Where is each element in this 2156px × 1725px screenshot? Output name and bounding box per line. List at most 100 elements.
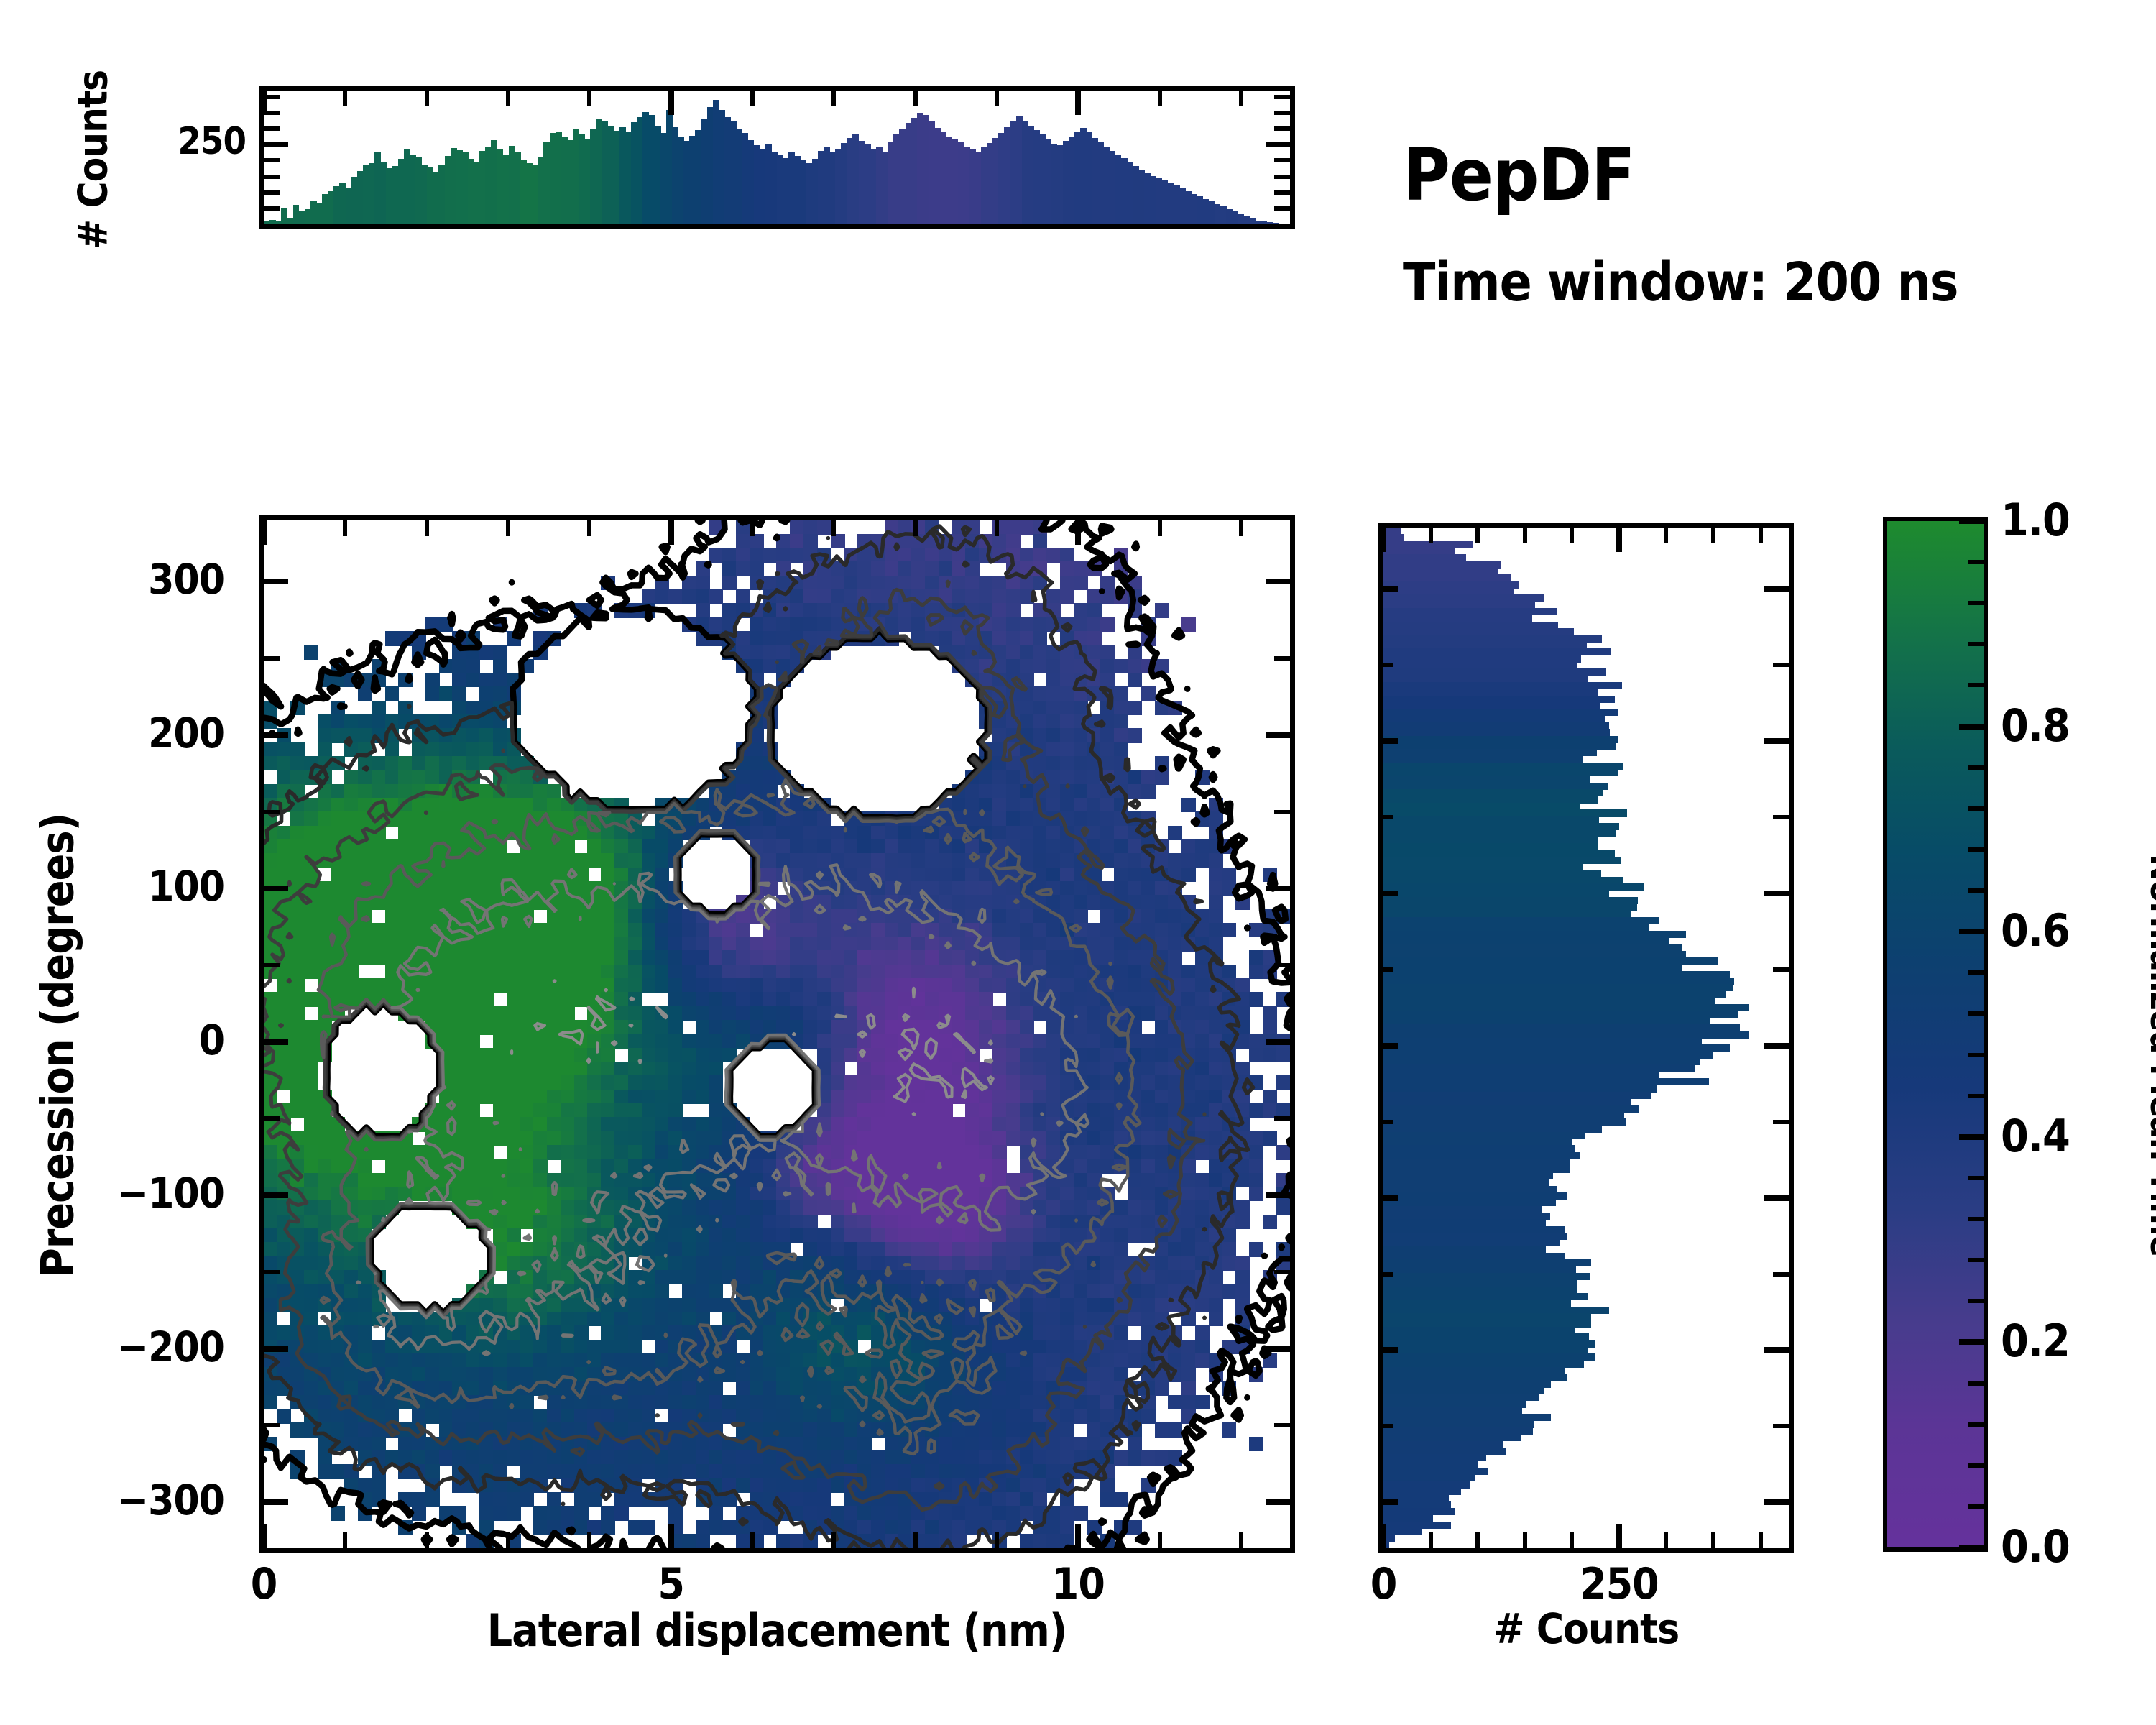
heatmap-cell: [1073, 1436, 1088, 1452]
heatmap-cell: [992, 1269, 1008, 1285]
heatmap-cell: [884, 1020, 899, 1035]
heatmap-cell: [277, 1131, 292, 1146]
heatmap-cell: [844, 1367, 859, 1382]
tick-mark: [264, 1269, 280, 1274]
heatmap-cell: [979, 922, 994, 938]
heatmap-cell: [303, 797, 318, 813]
heatmap-cell: [452, 1172, 467, 1188]
histogram-bar: [1383, 984, 1733, 992]
heatmap-cell: [722, 548, 737, 563]
heatmap-cell: [992, 1436, 1008, 1452]
heatmap-cell: [641, 964, 656, 980]
heatmap-cell: [938, 1200, 953, 1215]
heatmap-cell: [763, 1228, 778, 1243]
heatmap-cell: [546, 1062, 561, 1077]
heatmap-cell: [1087, 770, 1102, 785]
histogram-bar: [264, 221, 270, 224]
heatmap-cell: [925, 520, 940, 535]
heatmap-cell: [1194, 908, 1210, 924]
heatmap-cell: [1154, 1269, 1169, 1285]
heatmap-cell: [1005, 1200, 1021, 1215]
tick-mark: [1764, 890, 1789, 896]
heatmap-cell: [709, 1450, 724, 1466]
heatmap-cell: [506, 1367, 521, 1382]
heatmap-cell: [1033, 1464, 1048, 1479]
heatmap-cell: [1181, 1367, 1197, 1382]
heatmap-cell: [1141, 937, 1156, 952]
heatmap-cell: [1059, 1089, 1074, 1105]
heatmap-cell: [412, 1325, 427, 1340]
heatmap-cell: [1114, 895, 1129, 910]
heatmap-cell: [857, 1075, 872, 1090]
heatmap-cell: [641, 1034, 656, 1049]
heatmap-cell: [303, 1172, 318, 1188]
heatmap-cell: [466, 1117, 481, 1132]
heatmap-cell: [992, 1450, 1008, 1466]
heatmap-cell: [763, 1159, 778, 1174]
heatmap-cell: [952, 1117, 967, 1132]
heatmap-cell: [695, 1519, 710, 1535]
histogram-bar: [1383, 1360, 1585, 1368]
heatmap-cell: [668, 1006, 683, 1021]
heatmap-cell: [722, 1103, 737, 1118]
heatmap-cell: [1168, 1450, 1183, 1466]
heatmap-cell: [1059, 811, 1074, 827]
heatmap-cell: [371, 672, 386, 688]
heatmap-cell: [438, 880, 453, 896]
heatmap-cell: [520, 1381, 535, 1397]
heatmap-cell: [371, 658, 386, 674]
heatmap-cell: [398, 880, 413, 896]
heatmap-cell: [412, 1311, 427, 1327]
heatmap-cell: [546, 1269, 561, 1285]
heatmap-cell: [317, 728, 332, 743]
heatmap-cell: [492, 1436, 507, 1452]
heatmap-cell: [290, 867, 305, 883]
heatmap-cell: [668, 1353, 683, 1368]
heatmap-cell: [438, 1436, 453, 1452]
heatmap-cell: [709, 1131, 724, 1146]
histogram-bar: [1383, 1091, 1652, 1099]
histogram-bar: [1120, 157, 1128, 224]
heatmap-cell: [1208, 1047, 1223, 1063]
heatmap-cell: [560, 1297, 575, 1313]
heatmap-cell: [492, 1200, 507, 1215]
heatmap-cell: [1222, 1242, 1237, 1257]
heatmap-cell: [587, 1006, 602, 1021]
heatmap-cell: [803, 1534, 818, 1548]
heatmap-cell: [1087, 1519, 1102, 1535]
heatmap-cell: [1154, 1047, 1169, 1063]
heatmap-cell: [560, 1103, 575, 1118]
heatmap-cell: [1154, 867, 1169, 883]
heatmap-cell: [844, 575, 859, 591]
histogram-bar: [1383, 850, 1615, 857]
heatmap-cell: [1019, 714, 1034, 730]
heatmap-cell: [1100, 1117, 1115, 1132]
heatmap-cell: [425, 811, 440, 827]
heatmap-cell: [1154, 603, 1169, 618]
tick-mark: [343, 520, 348, 536]
heatmap-cell: [344, 1325, 359, 1340]
heatmap-cell: [520, 755, 535, 771]
heatmap-cell: [452, 908, 467, 924]
heatmap-cell: [1141, 811, 1156, 827]
heatmap-cell: [803, 645, 818, 660]
heatmap-cell: [533, 1200, 548, 1215]
tick-mark: [1773, 662, 1789, 667]
heatmap-cell: [965, 770, 980, 785]
heatmap-cell: [573, 603, 589, 618]
heatmap-cell: [1114, 1131, 1129, 1146]
tick-mark: [1266, 1346, 1290, 1352]
heatmap-cell: [911, 978, 926, 993]
heatmap-cell: [952, 950, 967, 965]
heatmap-cell: [1154, 1186, 1169, 1202]
heatmap-cell: [371, 728, 386, 743]
heatmap-cell: [1114, 1269, 1129, 1285]
heatmap-cell: [1181, 1269, 1197, 1285]
heatmap-cell: [1046, 548, 1061, 563]
heatmap-cell: [398, 714, 413, 730]
heatmap-cell: [870, 1464, 885, 1479]
heatmap-cell: [1100, 1492, 1115, 1507]
heatmap-cell: [992, 603, 1008, 618]
heatmap-cell: [492, 1325, 507, 1340]
heatmap-cell: [506, 1200, 521, 1215]
